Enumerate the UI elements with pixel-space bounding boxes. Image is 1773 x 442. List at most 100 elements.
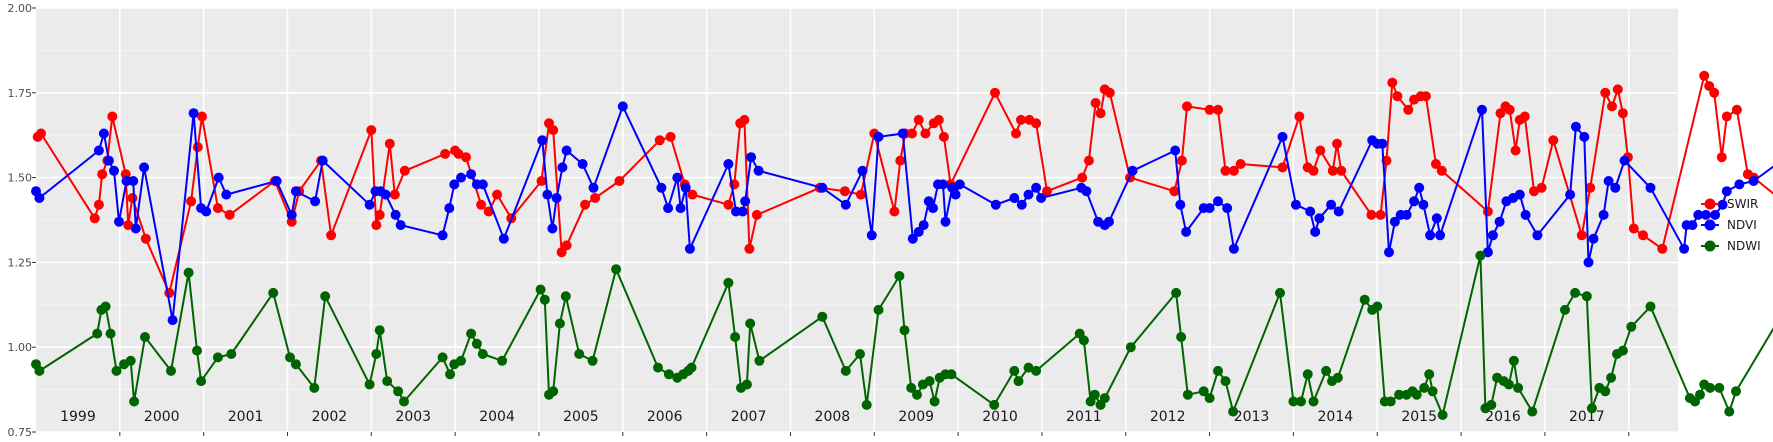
- data-point: [817, 311, 828, 322]
- data-point: [590, 193, 601, 203]
- data-point: [1645, 182, 1656, 193]
- data-point: [1387, 77, 1398, 88]
- data-point: [226, 349, 237, 359]
- year-label: 2017: [1569, 409, 1605, 425]
- data-point: [1487, 230, 1498, 241]
- data-point: [574, 349, 585, 359]
- data-point: [548, 125, 559, 136]
- year-labels: 1999 2000 2001 2002 2003 2004 2005 2006 2007 2008…: [60, 409, 1605, 425]
- data-point: [140, 233, 151, 244]
- data-point: [34, 365, 45, 376]
- data-point: [990, 199, 1001, 210]
- data-point: [611, 264, 622, 275]
- data-point: [1579, 131, 1590, 142]
- data-point: [320, 291, 331, 302]
- data-point: [440, 148, 451, 159]
- data-point: [561, 145, 572, 156]
- legend-item: SWIR: [1701, 197, 1758, 211]
- data-point: [1600, 87, 1611, 98]
- data-point: [1296, 396, 1306, 407]
- data-point: [380, 189, 391, 200]
- data-point: [1013, 376, 1024, 387]
- data-point: [1520, 209, 1531, 220]
- data-point: [617, 101, 628, 112]
- data-point: [1031, 118, 1042, 129]
- data-point: [940, 216, 951, 227]
- y-tick-label: 1.00: [8, 341, 33, 354]
- data-point: [111, 365, 122, 376]
- data-point: [753, 165, 764, 176]
- data-point: [497, 355, 508, 366]
- data-point: [395, 220, 406, 231]
- data-point: [221, 189, 232, 200]
- data-point: [1077, 172, 1088, 183]
- data-point: [656, 182, 667, 193]
- data-point: [746, 152, 757, 163]
- data-point: [687, 189, 698, 200]
- data-point: [1213, 104, 1223, 115]
- data-point: [1721, 186, 1732, 197]
- data-point: [737, 206, 748, 217]
- y-tick-label: 1.50: [8, 172, 33, 185]
- data-point: [364, 379, 375, 390]
- data-point: [1332, 372, 1343, 383]
- data-point: [560, 291, 571, 302]
- data-point: [554, 318, 565, 329]
- data-point: [1409, 196, 1420, 207]
- data-point: [466, 169, 477, 180]
- data-point: [536, 176, 547, 186]
- data-point: [390, 209, 401, 220]
- data-point: [588, 182, 599, 193]
- data-point: [686, 362, 697, 373]
- data-point: [1403, 104, 1414, 115]
- year-label: 2001: [228, 409, 264, 425]
- data-point: [371, 220, 382, 231]
- data-point: [192, 345, 202, 356]
- year-label: 2011: [1066, 409, 1102, 425]
- data-point: [1042, 186, 1052, 197]
- data-point: [1176, 332, 1187, 342]
- data-point: [1710, 209, 1721, 220]
- data-point: [680, 182, 691, 193]
- data-point: [1419, 382, 1430, 393]
- data-point: [1366, 209, 1377, 220]
- data-point: [1170, 145, 1181, 156]
- data-point: [723, 199, 734, 210]
- data-point: [1031, 182, 1042, 193]
- data-point: [924, 376, 935, 387]
- data-point: [989, 399, 1000, 410]
- data-point: [471, 338, 482, 349]
- data-point: [437, 352, 448, 363]
- data-point: [1023, 362, 1034, 373]
- data-point: [34, 193, 45, 203]
- year-label: 2006: [647, 409, 683, 425]
- data-point: [730, 332, 741, 342]
- data-point: [745, 318, 756, 329]
- data-point: [1090, 98, 1101, 108]
- data-point: [739, 114, 750, 125]
- data-point: [1695, 389, 1705, 400]
- data-point: [437, 230, 448, 241]
- data-point: [453, 148, 464, 159]
- data-point: [188, 108, 199, 119]
- data-point: [374, 325, 385, 336]
- data-point: [477, 349, 488, 359]
- data-point: [933, 114, 944, 125]
- data-point: [123, 220, 134, 231]
- data-point: [1228, 406, 1239, 417]
- series-ndvi: [31, 101, 1773, 326]
- data-point: [1213, 196, 1223, 207]
- data-point: [684, 243, 695, 254]
- data-point: [374, 209, 385, 220]
- data-point: [201, 206, 212, 217]
- data-point: [1275, 287, 1285, 298]
- data-point: [1392, 91, 1403, 102]
- data-point: [740, 196, 751, 207]
- data-point: [1482, 247, 1493, 258]
- legend-marker: [1704, 219, 1716, 231]
- data-point: [1418, 199, 1429, 210]
- data-point: [212, 203, 223, 214]
- data-point: [1235, 159, 1246, 169]
- data-point: [861, 399, 872, 410]
